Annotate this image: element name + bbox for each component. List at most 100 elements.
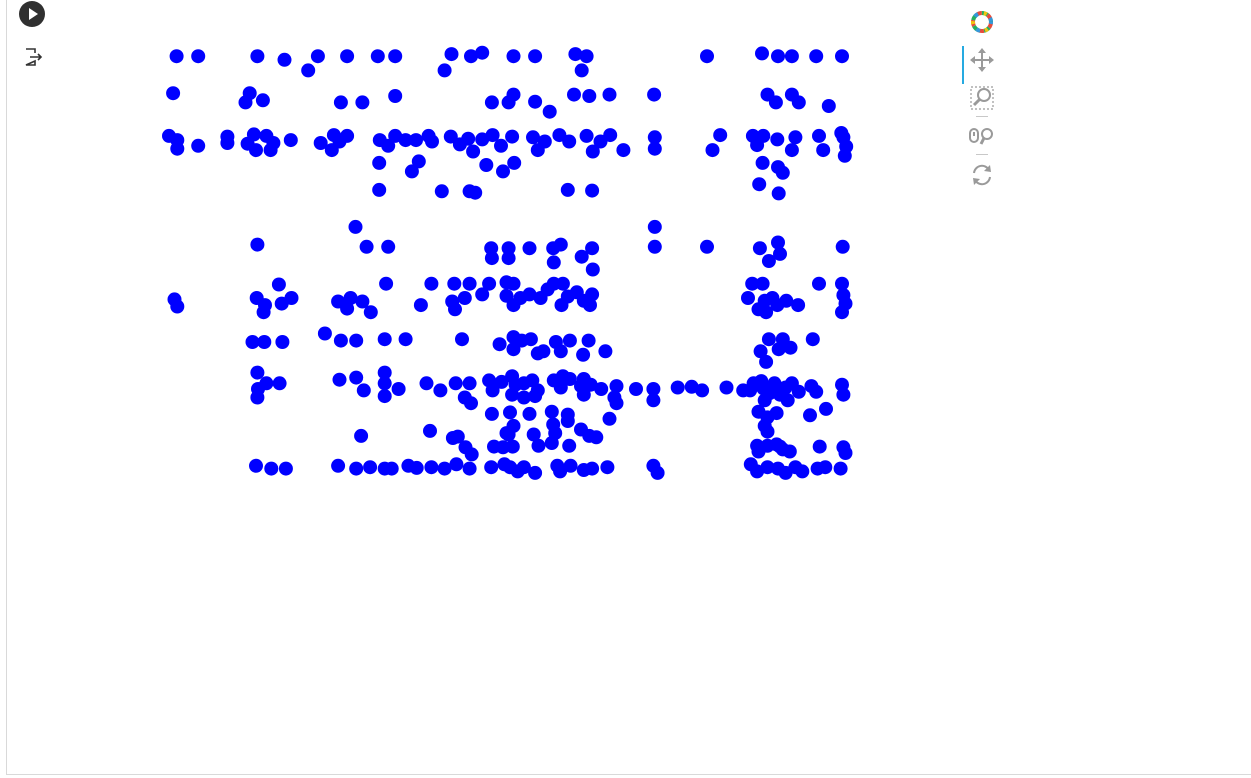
pan-tool[interactable] — [968, 46, 996, 74]
scatter-point — [530, 143, 545, 158]
scatter-point — [516, 390, 531, 405]
scatter-point — [752, 177, 767, 192]
scatter-point — [581, 333, 596, 348]
scatter-point — [629, 382, 643, 396]
scatter-point — [531, 438, 546, 453]
output-export-icon[interactable] — [22, 46, 44, 68]
scatter-point — [791, 298, 806, 313]
scatter-point — [695, 383, 710, 398]
scatter-point — [528, 389, 543, 404]
scatter-point — [377, 376, 392, 391]
scatter-point — [310, 49, 325, 64]
scatter-point — [461, 131, 476, 146]
scatter-point — [457, 291, 472, 305]
scatter-point — [753, 344, 768, 359]
run-cell-button[interactable] — [19, 1, 45, 27]
scatter-point — [555, 276, 570, 291]
scatter-point — [424, 460, 439, 475]
scatter-point — [466, 144, 481, 159]
scatter-point — [388, 89, 403, 103]
scatter-point — [257, 335, 272, 349]
bokeh-logo-icon[interactable] — [968, 8, 996, 36]
scatter-plot[interactable] — [150, 30, 870, 765]
scatter-point — [277, 52, 292, 67]
scatter-point — [301, 63, 316, 78]
scatter-point — [713, 128, 728, 143]
scatter-point — [585, 287, 600, 302]
scatter-point — [411, 154, 426, 169]
scatter-point — [250, 365, 265, 380]
scatter-point — [767, 376, 782, 391]
scatter-point — [585, 183, 600, 198]
scatter-point — [647, 87, 662, 102]
scatter-point — [600, 460, 615, 475]
scatter-point — [646, 393, 661, 408]
scatter-point — [348, 219, 363, 234]
scatter-point — [562, 372, 577, 386]
scatter-point — [169, 49, 184, 64]
scatter-point — [771, 235, 785, 250]
scatter-point — [818, 460, 833, 475]
scatter-point — [759, 354, 774, 369]
scatter-point — [562, 134, 577, 149]
scatter-point — [462, 461, 477, 476]
scatter-point — [377, 365, 392, 380]
reset-tool[interactable] — [968, 161, 996, 189]
scatter-point — [333, 333, 348, 348]
scatter-point — [425, 134, 439, 149]
scatter-point — [355, 294, 370, 309]
scatter-point — [812, 128, 826, 143]
scatter-point — [506, 342, 521, 357]
scatter-point — [398, 133, 413, 148]
scatter-point — [835, 305, 849, 320]
scatter-point — [381, 138, 396, 153]
toolbar-divider — [976, 116, 988, 117]
scatter-point — [775, 332, 790, 347]
scatter-point — [484, 251, 499, 266]
scatter-point — [579, 49, 594, 64]
scatter-point — [220, 136, 235, 150]
scatter-point — [170, 141, 185, 156]
scatter-point — [317, 326, 332, 341]
scatter-point — [755, 46, 769, 61]
scatter-point — [448, 376, 463, 391]
scatter-point — [271, 277, 286, 292]
scatter-point — [609, 396, 624, 411]
scatter-point — [462, 276, 477, 291]
scatter-point — [462, 376, 477, 391]
box-zoom-tool[interactable] — [968, 84, 996, 112]
scatter-point — [398, 332, 413, 347]
scatter-point — [553, 464, 568, 479]
plot-toolbar — [962, 6, 1002, 196]
active-tool-indicator — [962, 46, 964, 84]
scatter-point — [616, 143, 631, 158]
scatter-point — [647, 239, 662, 254]
scatter-point — [562, 333, 577, 348]
scatter-point — [563, 458, 578, 473]
scatter-point — [750, 138, 765, 153]
scatter-point — [544, 404, 559, 419]
scatter-point — [526, 427, 541, 442]
scatter-point — [359, 239, 374, 254]
scatter-point — [434, 184, 449, 199]
scatter-point — [275, 335, 290, 349]
wheel-zoom-tool[interactable] — [968, 122, 996, 150]
scatter-point — [782, 444, 797, 459]
scatter-point — [505, 439, 520, 454]
scatter-point — [585, 144, 600, 159]
scatter-point — [784, 143, 799, 158]
scatter-point — [464, 396, 478, 411]
scatter-point — [506, 87, 521, 102]
scatter-point — [354, 428, 369, 443]
scatter-point — [553, 237, 568, 252]
scatter-point — [700, 49, 714, 64]
scatter-point — [647, 141, 662, 156]
scatter-point — [372, 155, 387, 170]
scatter-point — [377, 332, 392, 347]
scatter-point — [343, 291, 358, 305]
scatter-point — [494, 374, 509, 389]
scatter-point — [263, 143, 278, 158]
scatter-point — [834, 126, 849, 140]
scatter-point — [812, 439, 827, 454]
scatter-point — [526, 130, 540, 145]
